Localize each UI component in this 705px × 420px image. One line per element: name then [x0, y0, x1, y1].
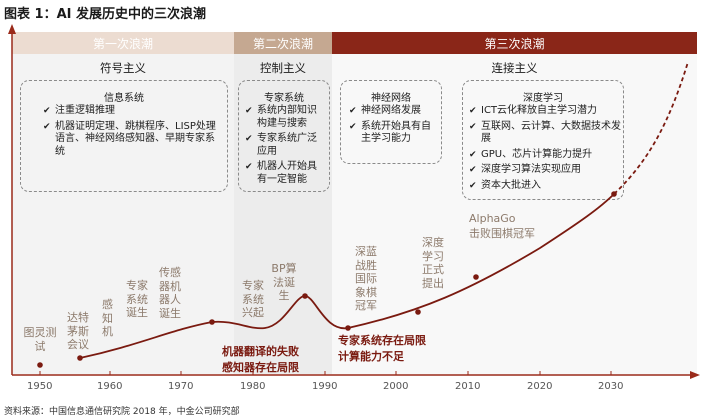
- note-perceptron-limit: 感知器存在局限: [222, 361, 299, 374]
- box-info-systems: 信息系统 注重逻辑推理 机器证明定理、跳棋程序、LISP处理语言、神经网络感知器…: [20, 80, 228, 192]
- list-item: 机器证明定理、跳棋程序、LISP处理语言、神经网络感知器、早期专家系统: [43, 121, 219, 159]
- x-tick-label: 1990: [312, 381, 338, 392]
- point-turing-test: [37, 362, 43, 368]
- x-tick-label: 2020: [527, 381, 553, 392]
- box-neural-networks-title: 神经网络: [371, 93, 411, 104]
- event-expert-rise: 专家系统兴起: [242, 279, 264, 319]
- figure-title: 图表 1：AI 发展历史中的三次浪潮: [4, 7, 206, 22]
- school-control: 控制主义: [260, 61, 306, 75]
- list-item: GPU、芯片计算能力提升: [469, 149, 621, 162]
- box-deep-learning-title: 深度学习: [523, 93, 563, 104]
- event-turing-test: 图灵测试: [23, 326, 57, 353]
- x-tick-label: 1960: [97, 381, 123, 392]
- list-item: 神经网络发展: [349, 105, 437, 118]
- note-compute-limit: 计算能力不足: [338, 350, 404, 363]
- list-item: 资本大批进入: [469, 180, 621, 193]
- era-third-wave: 第三次浪潮: [332, 32, 697, 54]
- source-note: 资料来源：中国信息通信研究院 2018 年，中金公司研究部: [4, 407, 240, 417]
- era-first-wave: 第一次浪潮: [12, 32, 234, 54]
- box-deep-learning: 深度学习 ICT云化释放自主学习潜力 互联网、云计算、大数据技术发展 GPU、芯…: [462, 80, 624, 200]
- school-connection: 连接主义: [491, 61, 538, 75]
- list-item: 深度学习算法实现应用: [469, 164, 621, 177]
- x-tick-label: 1950: [27, 381, 53, 392]
- point-alphago: [611, 191, 617, 197]
- event-perceptron: 感知机: [102, 298, 113, 338]
- event-alphago: AlphaGo: [469, 212, 516, 225]
- point-second-wave-trough: [345, 325, 351, 331]
- list-item: 注重逻辑推理: [43, 105, 219, 118]
- x-tick-label: 2000: [383, 381, 409, 392]
- box-expert-systems-title: 专家系统: [264, 93, 304, 104]
- x-axis-arrow: [690, 371, 700, 379]
- event-deep-learning-proposed: 深度学习正式提出: [422, 236, 444, 290]
- box-info-systems-title: 信息系统: [104, 93, 144, 104]
- event-dartmouth: 达特茅斯会议: [67, 311, 89, 351]
- note-mt-failure: 机器翻译的失败: [222, 345, 299, 358]
- x-tick-label: 1980: [240, 381, 266, 392]
- x-tick-label: 2030: [598, 381, 624, 392]
- x-tick-label: 1970: [168, 381, 194, 392]
- point-deep-learning: [473, 274, 479, 280]
- list-item: 互联网、云计算、大数据技术发展: [469, 121, 621, 146]
- event-sensor-robot: 传感器机器人诞生: [159, 266, 181, 320]
- list-item: 专家系统广泛应用: [245, 133, 325, 158]
- list-item: 机器人开始具有一定智能: [245, 161, 325, 186]
- point-dartmouth: [77, 355, 83, 361]
- event-bp-algorithm: BP算法诞生: [271, 262, 297, 302]
- point-second-wave-peak: [302, 293, 308, 299]
- point-deep-blue: [415, 309, 421, 315]
- event-alphago-desc: 击败围棋冠军: [469, 227, 535, 240]
- school-symbolism: 符号主义: [100, 61, 146, 75]
- box-expert-systems: 专家系统 系统内部知识构建与搜索 专家系统广泛应用 机器人开始具有一定智能: [238, 80, 330, 192]
- box-neural-networks: 神经网络 神经网络发展 系统开始具有自主学习能力: [340, 80, 442, 164]
- list-item: 系统内部知识构建与搜索: [245, 105, 325, 130]
- list-item: ICT云化释放自主学习潜力: [469, 105, 621, 118]
- y-axis-arrow: [8, 24, 16, 34]
- note-expert-limit: 专家系统存在局限: [338, 334, 426, 347]
- era-second-wave: 第二次浪潮: [234, 32, 332, 54]
- x-tick-label: 2010: [455, 381, 481, 392]
- event-deep-blue: 深蓝战胜国际象棋冠军: [355, 245, 377, 312]
- list-item: 系统开始具有自主学习能力: [349, 121, 437, 146]
- future-curve-dashed: [613, 61, 689, 195]
- progress-curve: [79, 193, 615, 359]
- event-expert-born: 专家系统诞生: [126, 279, 148, 319]
- point-first-wave-peak: [209, 319, 215, 325]
